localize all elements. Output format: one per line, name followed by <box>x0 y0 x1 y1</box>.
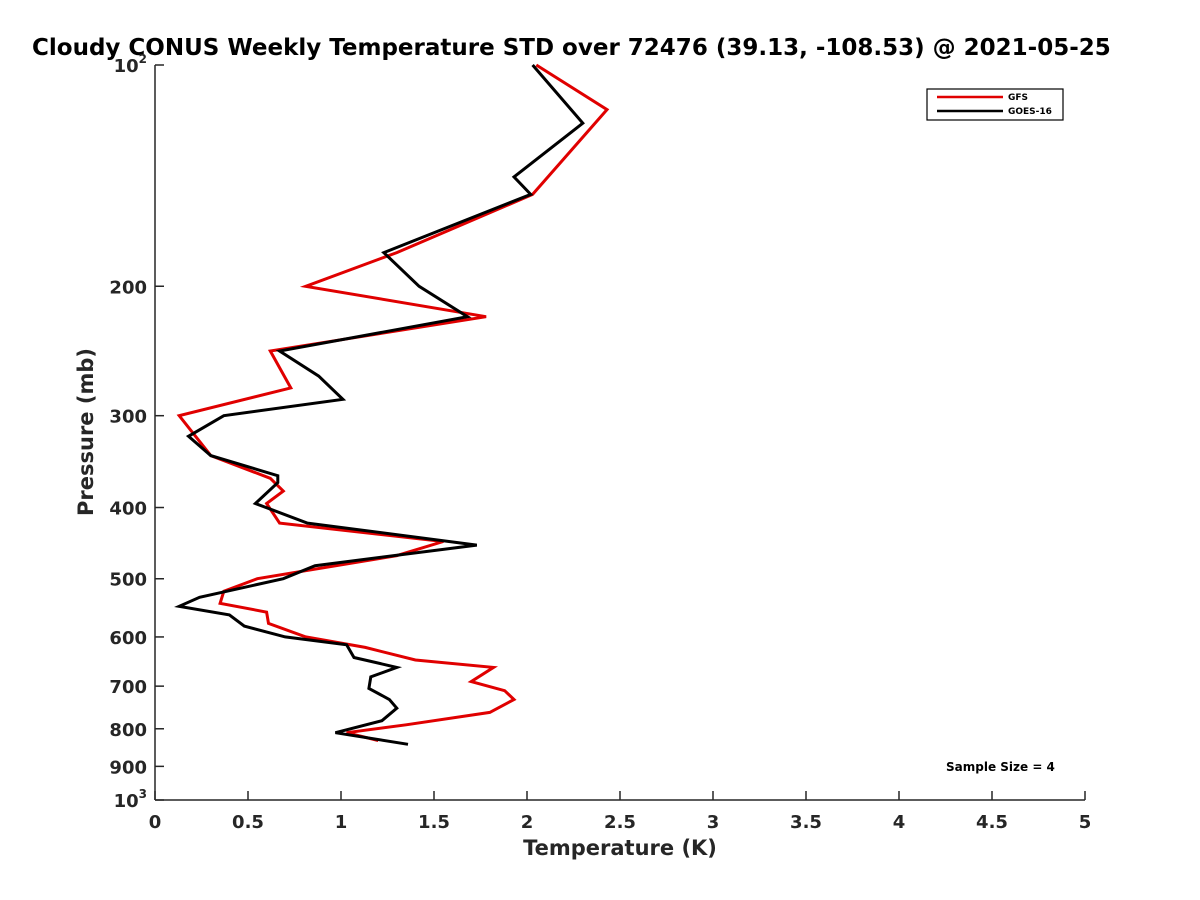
legend-label-gfs: GFS <box>1008 93 1028 103</box>
y-tick-label: 700 <box>109 677 147 698</box>
y-tick-label: 800 <box>109 720 147 741</box>
y-tick-label: 300 <box>109 407 147 428</box>
x-tick-label: 1.5 <box>418 812 450 833</box>
x-tick-label: 0 <box>149 812 162 833</box>
x-tick-label: 4.5 <box>976 812 1008 833</box>
sample-size-annotation: Sample Size = 4 <box>946 760 1055 774</box>
chart-title: Cloudy CONUS Weekly Temperature STD over… <box>32 35 1111 61</box>
y-tick-label: 400 <box>109 499 147 520</box>
x-tick-label: 4 <box>893 812 906 833</box>
series-line-goes-16 <box>174 64 585 746</box>
legend-box <box>926 88 1064 121</box>
x-axis-ticks: 0 0.5 1 1.5 2 2.5 3 3.5 4 4.5 5 <box>149 791 1092 833</box>
y-axis-label: Pressure (mb) <box>74 348 98 516</box>
x-tick-label: 0.5 <box>232 812 264 833</box>
x-tick-label: 2.5 <box>604 812 636 833</box>
series-lines <box>174 63 610 746</box>
x-axis-label: Temperature (K) <box>523 836 717 860</box>
y-axis-ticks: 102 200 300 400 500 600 700 800 900 103 <box>109 52 164 812</box>
x-tick-label: 3 <box>707 812 720 833</box>
y-tick-label: 600 <box>109 628 147 649</box>
legend-label-goes16: GOES-16 <box>1008 107 1052 117</box>
legend: GFS GOES-16 <box>926 88 1064 121</box>
y-tick-label: 103 <box>114 787 147 812</box>
y-tick-label: 900 <box>109 757 147 778</box>
x-tick-label: 1 <box>335 812 348 833</box>
plot-area: 0 0.5 1 1.5 2 2.5 3 3.5 4 4.5 5 102 200 300 400 500 600… <box>109 52 1091 833</box>
x-tick-label: 3.5 <box>790 812 822 833</box>
x-tick-label: 2 <box>521 812 534 833</box>
y-tick-label: 200 <box>109 277 147 298</box>
series-line-gfs <box>176 63 610 742</box>
y-tick-label: 500 <box>109 570 147 591</box>
y-tick-label: 102 <box>114 52 147 77</box>
x-tick-label: 5 <box>1079 812 1092 833</box>
